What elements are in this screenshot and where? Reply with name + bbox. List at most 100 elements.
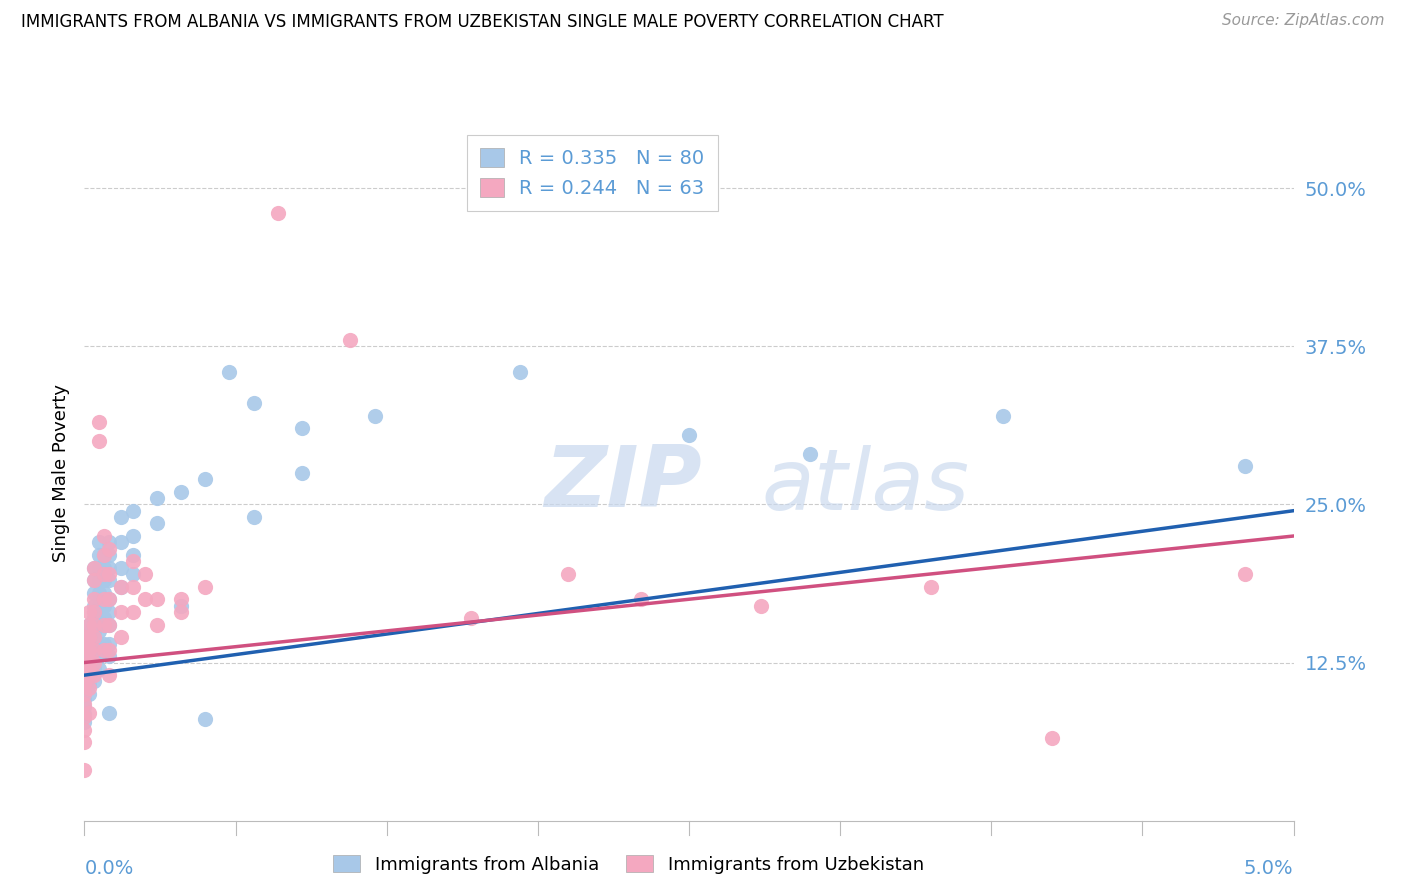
Point [83, 611, 105, 625]
Point [134, 592, 156, 607]
Point [93, 548, 115, 562]
Text: IMMIGRANTS FROM ALBANIA VS IMMIGRANTS FROM UZBEKISTAN SINGLE MALE POVERTY CORREL: IMMIGRANTS FROM ALBANIA VS IMMIGRANTS FR… [21, 13, 943, 31]
Point [77, 643, 100, 657]
Point [97, 541, 120, 556]
Point [363, 409, 385, 423]
Point [83, 630, 105, 644]
Point [77, 647, 100, 661]
Point [121, 548, 143, 562]
Point [87, 636, 110, 650]
Point [110, 535, 132, 549]
Point [73, 643, 96, 657]
Point [93, 617, 115, 632]
Point [993, 409, 1015, 423]
Point [87, 586, 110, 600]
Point [1234, 566, 1257, 581]
Point [1040, 731, 1063, 746]
Point [77, 626, 100, 640]
Point [93, 574, 115, 588]
Point [73, 692, 96, 706]
Point [83, 668, 105, 682]
Point [73, 710, 96, 724]
Point [83, 574, 105, 588]
Point [73, 677, 96, 691]
Point [77, 668, 100, 682]
Point [87, 434, 110, 449]
Point [509, 365, 531, 379]
Point [110, 630, 132, 644]
Point [77, 617, 100, 632]
Point [83, 674, 105, 689]
Point [267, 206, 290, 220]
Point [170, 484, 193, 499]
Point [146, 592, 169, 607]
Point [557, 566, 579, 581]
Point [93, 592, 115, 607]
Point [77, 656, 100, 670]
Point [110, 560, 132, 574]
Point [97, 548, 120, 562]
Point [97, 643, 120, 657]
Point [97, 574, 120, 588]
Point [87, 662, 110, 676]
Point [291, 421, 314, 435]
Point [110, 510, 132, 524]
Text: 5.0%: 5.0% [1244, 859, 1294, 878]
Point [146, 617, 169, 632]
Point [170, 605, 193, 619]
Point [93, 548, 115, 562]
Point [751, 599, 773, 613]
Point [73, 630, 96, 644]
Point [291, 466, 314, 480]
Point [1234, 459, 1257, 474]
Point [73, 763, 96, 777]
Point [93, 529, 115, 543]
Point [73, 707, 96, 722]
Point [242, 396, 264, 410]
Point [73, 639, 96, 653]
Point [73, 698, 96, 712]
Point [73, 668, 96, 682]
Point [73, 687, 96, 701]
Point [87, 415, 110, 429]
Point [73, 659, 96, 673]
Point [73, 723, 96, 737]
Legend: Immigrants from Albania, Immigrants from Uzbekistan: Immigrants from Albania, Immigrants from… [326, 848, 931, 881]
Point [87, 649, 110, 664]
Point [83, 636, 105, 650]
Point [110, 605, 132, 619]
Point [73, 649, 96, 664]
Point [73, 651, 96, 665]
Point [121, 580, 143, 594]
Point [97, 706, 120, 720]
Point [460, 611, 482, 625]
Point [97, 592, 120, 607]
Point [87, 599, 110, 613]
Point [93, 599, 115, 613]
Point [93, 566, 115, 581]
Point [77, 681, 100, 695]
Point [97, 617, 120, 632]
Point [73, 714, 96, 729]
Text: ZIP: ZIP [544, 442, 702, 524]
Text: 0.0%: 0.0% [84, 859, 134, 878]
Point [134, 566, 156, 581]
Point [77, 605, 100, 619]
Point [218, 365, 240, 379]
Point [110, 580, 132, 594]
Point [97, 535, 120, 549]
Text: Source: ZipAtlas.com: Source: ZipAtlas.com [1222, 13, 1385, 29]
Point [87, 574, 110, 588]
Point [194, 713, 217, 727]
Point [97, 560, 120, 574]
Point [339, 333, 361, 347]
Point [121, 554, 143, 568]
Point [83, 574, 105, 588]
Point [83, 662, 105, 676]
Point [73, 659, 96, 673]
Point [146, 516, 169, 531]
Point [77, 687, 100, 701]
Point [97, 636, 120, 650]
Point [77, 630, 100, 644]
Point [87, 535, 110, 549]
